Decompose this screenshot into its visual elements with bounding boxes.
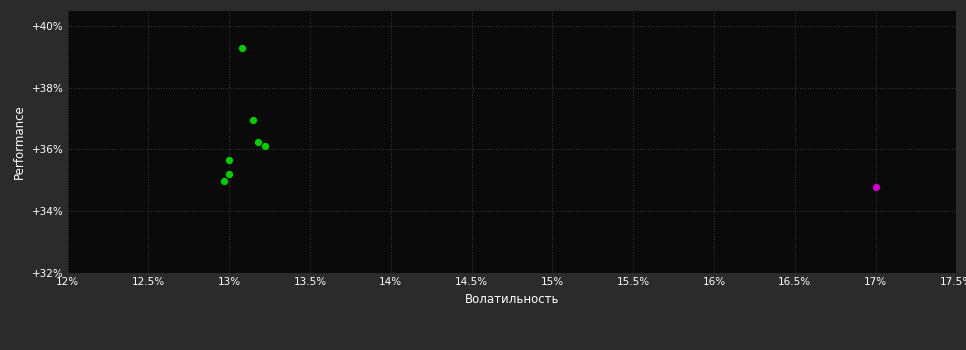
Point [221,158,237,163]
Point [235,45,250,50]
Y-axis label: Performance: Performance [14,104,26,179]
Point [257,144,272,149]
Point [867,184,883,189]
Point [221,172,237,177]
X-axis label: Волатильность: Волатильность [465,293,559,306]
Point [216,178,232,184]
Point [245,117,261,123]
Point [250,139,266,145]
